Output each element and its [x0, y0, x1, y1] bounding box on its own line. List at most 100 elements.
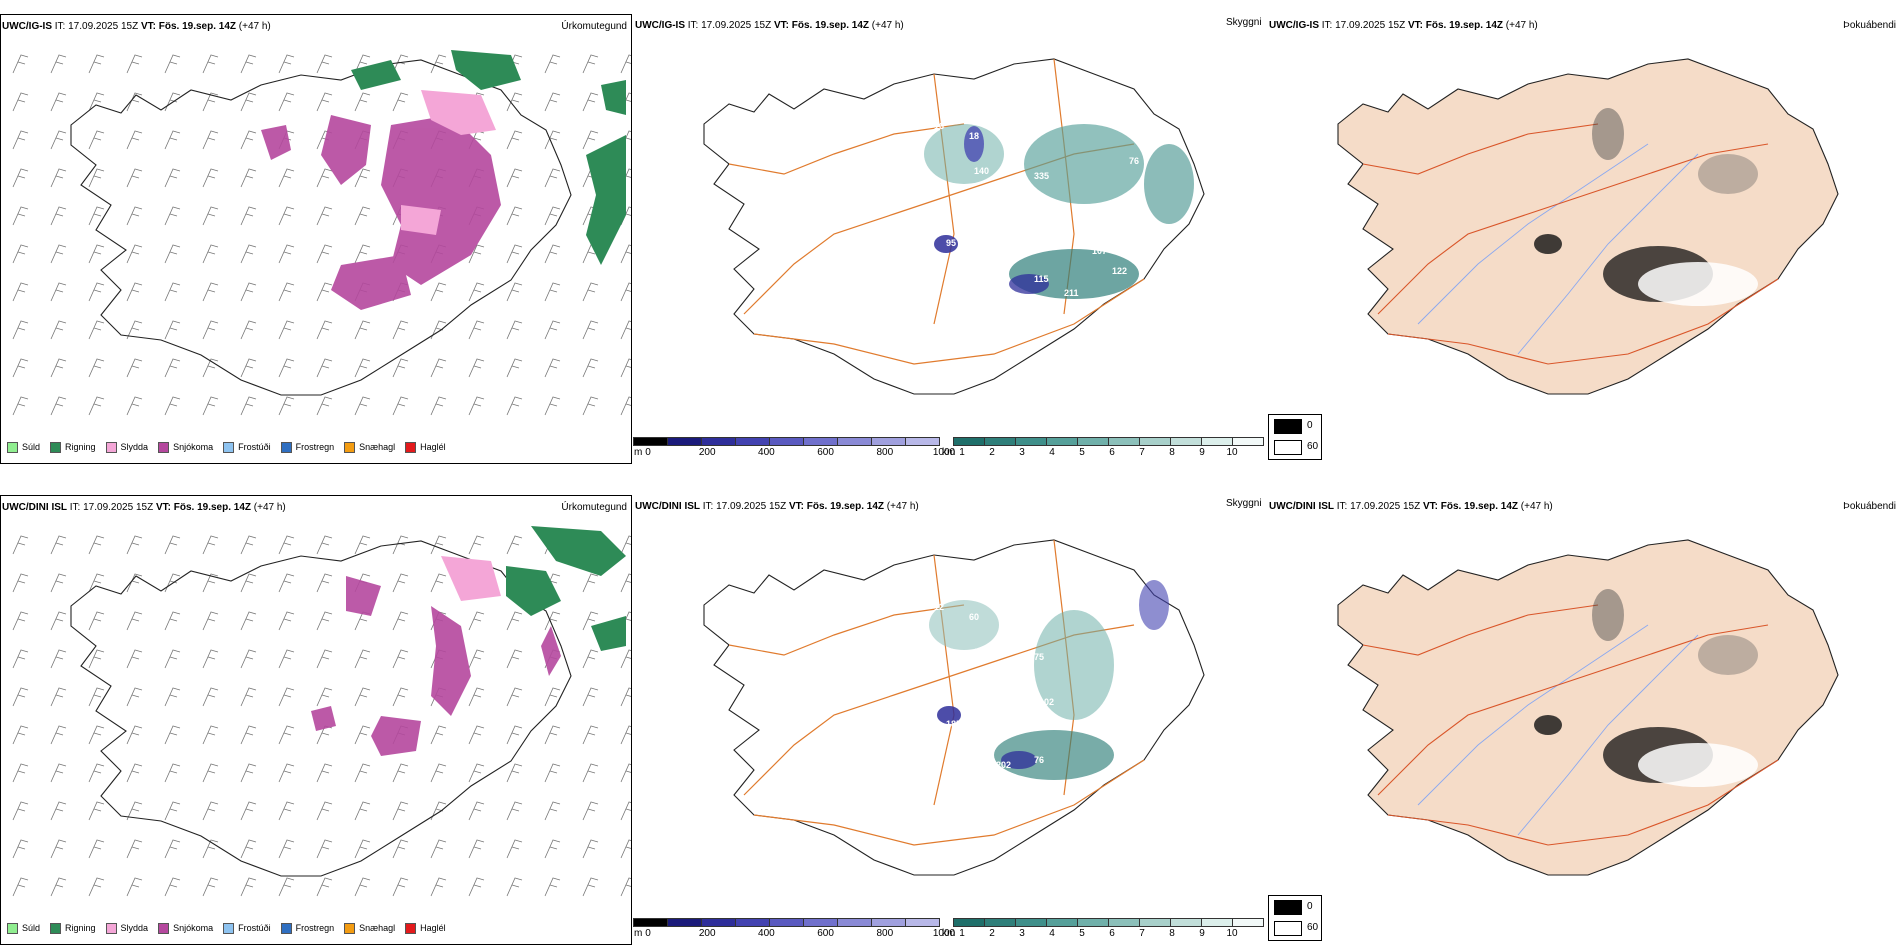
iceland-land	[1337, 539, 1839, 876]
header: UWC/DINI ISL IT: 17.09.2025 15Z VT: Fös.…	[635, 501, 919, 512]
wind-barb	[126, 801, 143, 821]
legend-label: Haglél	[420, 442, 446, 452]
wind-barb	[12, 358, 29, 378]
wind-barb	[582, 839, 599, 859]
ceiling-label: 12	[934, 602, 944, 612]
wind-barb	[126, 130, 143, 150]
wind-barb	[316, 839, 333, 859]
colorbar-cell	[701, 918, 736, 927]
fog-legend-0-label: 0	[1307, 901, 1313, 912]
colorbar-cell	[803, 437, 838, 446]
wind-barb	[582, 396, 599, 416]
wind-barb	[88, 649, 105, 669]
wind-barb	[50, 168, 67, 188]
wind-barb	[202, 763, 219, 783]
wind-barb	[126, 282, 143, 302]
legend-swatch	[280, 441, 292, 453]
fog-shading	[1534, 589, 1758, 787]
wind-barb	[620, 320, 631, 340]
wind-barb	[506, 535, 523, 555]
wind-barb	[240, 611, 257, 631]
ceiling-label: 140	[974, 166, 989, 176]
wind-barb	[88, 206, 105, 226]
wind-barb	[430, 839, 447, 859]
colorbar-tick: 8	[1169, 928, 1175, 939]
wind-barb	[240, 168, 257, 188]
wind-barb	[88, 725, 105, 745]
wind-barb	[316, 396, 333, 416]
colorbar-tick: 8	[1169, 447, 1175, 458]
legend-label: Rigning	[65, 442, 96, 452]
ceiling-label: 97	[974, 647, 984, 657]
wind-barb	[278, 687, 295, 707]
colorbar-cell	[1046, 437, 1078, 446]
legend-label: Snæhagl	[359, 923, 396, 933]
colorbar-tick: 800	[876, 447, 894, 458]
wind-barb	[544, 206, 561, 226]
wind-barb	[202, 282, 219, 302]
wind-barb	[278, 649, 295, 669]
legend-swatch	[105, 922, 117, 934]
colorbar-tick: 4	[1049, 447, 1055, 458]
wind-barb	[544, 801, 561, 821]
wind-barb	[202, 877, 219, 897]
wind-barb	[164, 358, 181, 378]
road-network	[1362, 604, 1779, 846]
wind-barb	[164, 801, 181, 821]
wind-barb	[126, 763, 143, 783]
colorbar-tick: 1000	[932, 928, 956, 939]
colorbar-cell	[1108, 918, 1140, 927]
legend-item-7: Haglél	[405, 439, 446, 455]
ceiling-label: 81	[1014, 186, 1024, 196]
wind-barb	[240, 573, 257, 593]
m-unit: m	[634, 447, 643, 458]
legend-item-5: Frostregn	[280, 920, 334, 936]
colorbar-tick: 4	[1049, 928, 1055, 939]
precip-snow	[311, 576, 561, 756]
wind-barb	[202, 320, 219, 340]
wind-barb	[278, 611, 295, 631]
legend-item-1: Rigning	[50, 920, 96, 936]
wind-barb	[50, 282, 67, 302]
wind-barbs	[12, 54, 631, 416]
wind-barb	[12, 611, 29, 631]
wind-barb	[316, 687, 333, 707]
legend-label: Frostregn	[295, 442, 335, 452]
wind-barb	[88, 839, 105, 859]
wind-barb	[12, 168, 29, 188]
wind-barb	[582, 282, 599, 302]
wind-barb	[506, 244, 523, 264]
m-ticks: 0 200 400 600 800 1000	[634, 928, 955, 940]
wind-barb	[164, 649, 181, 669]
wind-barb	[202, 725, 219, 745]
colorbar-tick: 400	[758, 928, 775, 939]
header: UWC/IG-IS IT: 17.09.2025 15Z VT: Fös. 19…	[635, 20, 904, 31]
colorbar-cell	[735, 437, 770, 446]
wind-barb	[544, 763, 561, 783]
legend-item-0: Súld	[7, 439, 40, 455]
ceiling-label: 60	[969, 612, 979, 622]
colorbar-tick: 7	[1139, 928, 1145, 939]
wind-barb	[126, 725, 143, 745]
wind-barb	[278, 535, 295, 555]
colorbar-tick: 1000	[932, 447, 956, 458]
wind-barb	[620, 725, 631, 745]
ceiling-label: 30	[964, 672, 974, 682]
wind-barb	[164, 725, 181, 745]
precip-type-legend: Súld Rigning Slydda Snjókoma Frostúði Frostre…	[7, 920, 456, 936]
wind-barb	[202, 244, 219, 264]
wind-barb	[50, 611, 67, 631]
wind-barb	[202, 130, 219, 150]
wind-barb	[544, 877, 561, 897]
wind-barb	[582, 763, 599, 783]
colorbar-tick: 6	[1109, 447, 1115, 458]
legend-swatch	[344, 441, 356, 453]
wind-barb	[12, 649, 29, 669]
wind-barb	[430, 877, 447, 897]
colorbar-cell	[1108, 437, 1140, 446]
wind-barb	[240, 206, 257, 226]
wind-barb	[50, 244, 67, 264]
wind-barb	[620, 763, 631, 783]
wind-barb	[468, 725, 485, 745]
legend-label: Slydda	[120, 442, 149, 452]
